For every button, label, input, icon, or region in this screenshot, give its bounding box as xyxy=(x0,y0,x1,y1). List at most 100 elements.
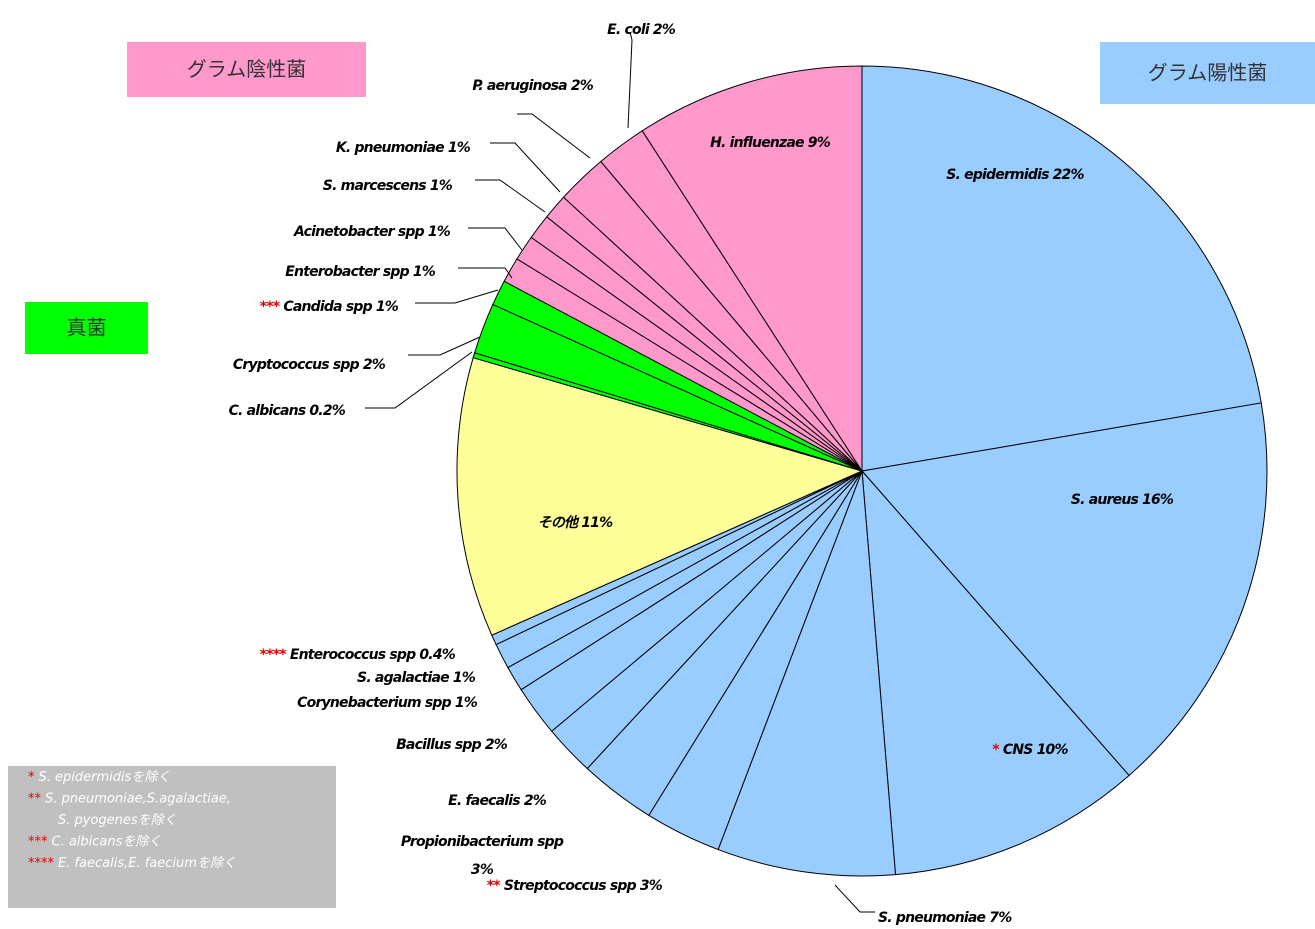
slice-label: C. albicans 0.2% xyxy=(229,403,346,419)
label-name: E. coli xyxy=(607,22,650,38)
note-marker: *** xyxy=(28,834,48,849)
label-value: 3% xyxy=(640,878,663,894)
note-text: S. epidermidisを除く xyxy=(39,769,171,785)
slice-label: S. pneumoniae 7% xyxy=(878,910,1012,926)
label-value: 1% xyxy=(376,299,399,315)
slice-label: H. influenzae 9% xyxy=(710,135,831,151)
label-value: 1% xyxy=(455,695,478,711)
label-marker: *** xyxy=(260,299,281,315)
label-name: Propionibacterium spp xyxy=(401,834,564,850)
label-name: H. influenzae xyxy=(710,135,804,151)
note-line: * S. epidermidisを除く xyxy=(28,769,170,785)
group-label: グラム陽性菌 xyxy=(1148,61,1267,85)
slice xyxy=(861,402,1268,777)
slice-label: S. aureus 16% xyxy=(1071,492,1174,508)
label-name: Enterobacter spp xyxy=(285,264,409,280)
slice-label: P. aeruginosa 2% xyxy=(472,78,593,94)
label-name: P. aeruginosa xyxy=(472,78,567,94)
label-value: 2% xyxy=(571,78,594,94)
note-text: E. faecalis,E. faeciumを除く xyxy=(58,855,236,871)
slice-label: S. agalactiae 1% xyxy=(357,670,476,686)
note-line: S. pyogenesを除く xyxy=(58,812,177,828)
label-name: S. aureus xyxy=(1071,492,1139,508)
slice-label: Propionibacterium spp 3% xyxy=(401,834,564,878)
group-label: グラム陰性菌 xyxy=(187,57,306,81)
slice-label: Bacillus spp 2% xyxy=(396,737,508,753)
label-value: 0.2% xyxy=(309,403,345,419)
label-value: 22% xyxy=(1053,167,1085,183)
note-marker: ** xyxy=(28,791,42,806)
label-value: 1% xyxy=(430,178,453,194)
group-label: 真菌 xyxy=(67,316,107,340)
slice-label: K. pneumoniae 1% xyxy=(336,140,471,156)
notes-box xyxy=(8,766,336,908)
note-marker: **** xyxy=(28,856,55,871)
label-name: CNS xyxy=(1003,742,1033,758)
label-marker: * xyxy=(992,742,1000,758)
label-name: K. pneumoniae xyxy=(336,140,444,156)
label-value: 9% xyxy=(808,135,831,151)
label-marker: ** xyxy=(487,878,502,894)
slice-label: Enterobacter spp 1% xyxy=(285,264,436,280)
label-name: Candida spp xyxy=(283,299,372,315)
group-box xyxy=(127,42,366,97)
label-name: C. albicans xyxy=(229,403,306,419)
label-name: Acinetobacter spp xyxy=(293,224,425,240)
label-name: Bacillus spp xyxy=(396,737,482,753)
slice-label: ** Streptococcus spp 3% xyxy=(487,878,663,894)
label-value: 0.4% xyxy=(419,647,455,663)
label-name: Corynebacterium spp xyxy=(297,695,451,711)
slice-label: Corynebacterium spp 1% xyxy=(297,695,478,711)
leader-line xyxy=(365,351,473,409)
slice-label: **** Enterococcus spp 0.4% xyxy=(260,647,456,663)
label-value: 1% xyxy=(428,224,451,240)
label-value: 1% xyxy=(413,264,436,280)
slice-label: S. epidermidis 22% xyxy=(946,167,1084,183)
slice-label: E. faecalis 2% xyxy=(448,793,547,809)
label-value: 7% xyxy=(989,910,1012,926)
note-line: ** S. pneumoniae,S.agalactiae, xyxy=(28,791,231,806)
leader-line xyxy=(475,179,546,213)
label-value: 1% xyxy=(453,670,476,686)
leader-line xyxy=(490,142,561,193)
note-line: *** C. albicansを除く xyxy=(28,833,161,849)
leader-line xyxy=(517,113,591,159)
label-name: S. agalactiae xyxy=(357,670,449,686)
slice xyxy=(861,469,1130,876)
slice-label: Cryptococcus spp 2% xyxy=(233,357,386,373)
label-name: S. pneumoniae xyxy=(878,910,986,926)
leader-line xyxy=(408,336,481,356)
leader-line xyxy=(834,884,875,913)
label-value: 10% xyxy=(1037,742,1069,758)
label-value: 3% xyxy=(471,862,494,878)
label-marker: **** xyxy=(260,647,288,663)
note-line: **** E. faecalis,E. faeciumを除く xyxy=(28,855,236,871)
note-text: S. pyogenesを除く xyxy=(58,812,177,828)
label-name: S. epidermidis xyxy=(946,167,1049,183)
label-name: その他 xyxy=(538,514,580,531)
slice-label: Acinetobacter spp 1% xyxy=(293,224,451,240)
label-name: Enterococcus spp xyxy=(290,647,416,663)
label-name: S. marcescens xyxy=(323,178,427,194)
leader-line xyxy=(415,289,499,304)
note-text: C. albicansを除く xyxy=(52,833,162,849)
label-value: 1% xyxy=(448,140,471,156)
slice-label: E. coli 2% xyxy=(607,22,676,38)
label-value: 2% xyxy=(524,793,547,809)
slice xyxy=(861,65,1262,472)
label-value: 2% xyxy=(363,357,386,373)
label-value: 2% xyxy=(485,737,508,753)
slice xyxy=(456,357,864,636)
leader-line xyxy=(468,227,523,251)
note-marker: * xyxy=(28,770,35,785)
note-text: S. pneumoniae,S.agalactiae, xyxy=(45,791,231,806)
label-name: E. faecalis xyxy=(448,793,520,809)
group-box xyxy=(25,302,148,354)
leader-line xyxy=(627,31,633,129)
leader-line xyxy=(458,267,513,279)
slice-label: その他 11% xyxy=(538,514,613,531)
label-value: 2% xyxy=(653,22,676,38)
slice xyxy=(641,65,863,473)
label-name: Cryptococcus spp xyxy=(233,357,360,373)
slice xyxy=(717,470,897,877)
